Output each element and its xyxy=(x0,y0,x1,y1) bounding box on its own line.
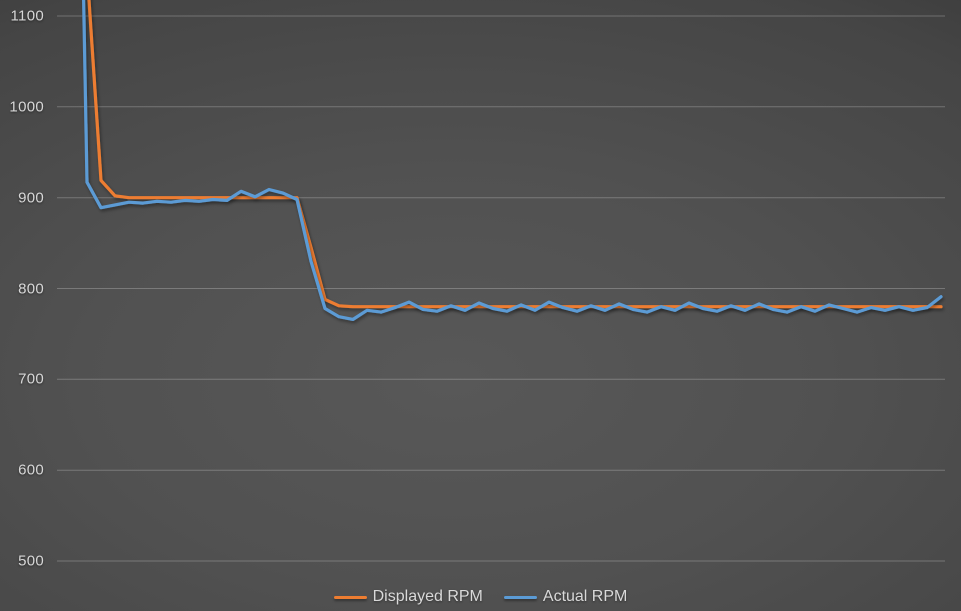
legend-item-displayed-rpm: Displayed RPM xyxy=(333,588,483,606)
legend-label-actual-rpm: Actual RPM xyxy=(542,588,628,605)
chart-legend: Displayed RPM Actual RPM xyxy=(0,588,961,606)
legend-swatch-displayed-rpm xyxy=(333,595,367,599)
y-axis-tick-label: 1100 xyxy=(10,7,44,25)
gridlines-group xyxy=(57,15,945,562)
legend-item-actual-rpm: Actual RPM xyxy=(503,588,628,606)
y-axis-tick-label: 1000 xyxy=(9,98,44,116)
y-axis-tick-label: 900 xyxy=(18,189,44,207)
y-axis-tick-label: 700 xyxy=(18,370,44,388)
legend-swatch-actual-rpm xyxy=(503,595,537,599)
y-axis-tick-label: 800 xyxy=(18,280,44,297)
series-line-displayed-rpm xyxy=(87,0,943,309)
y-axis-tick-label: 600 xyxy=(18,461,44,479)
series-line-actual-rpm xyxy=(82,0,943,321)
legend-label-displayed-rpm: Displayed RPM xyxy=(372,588,483,605)
series-lines-group xyxy=(82,0,943,321)
y-axis: 1100 1000 900 800 700 600 500 xyxy=(0,0,44,611)
y-axis-tick-label: 500 xyxy=(18,552,44,570)
